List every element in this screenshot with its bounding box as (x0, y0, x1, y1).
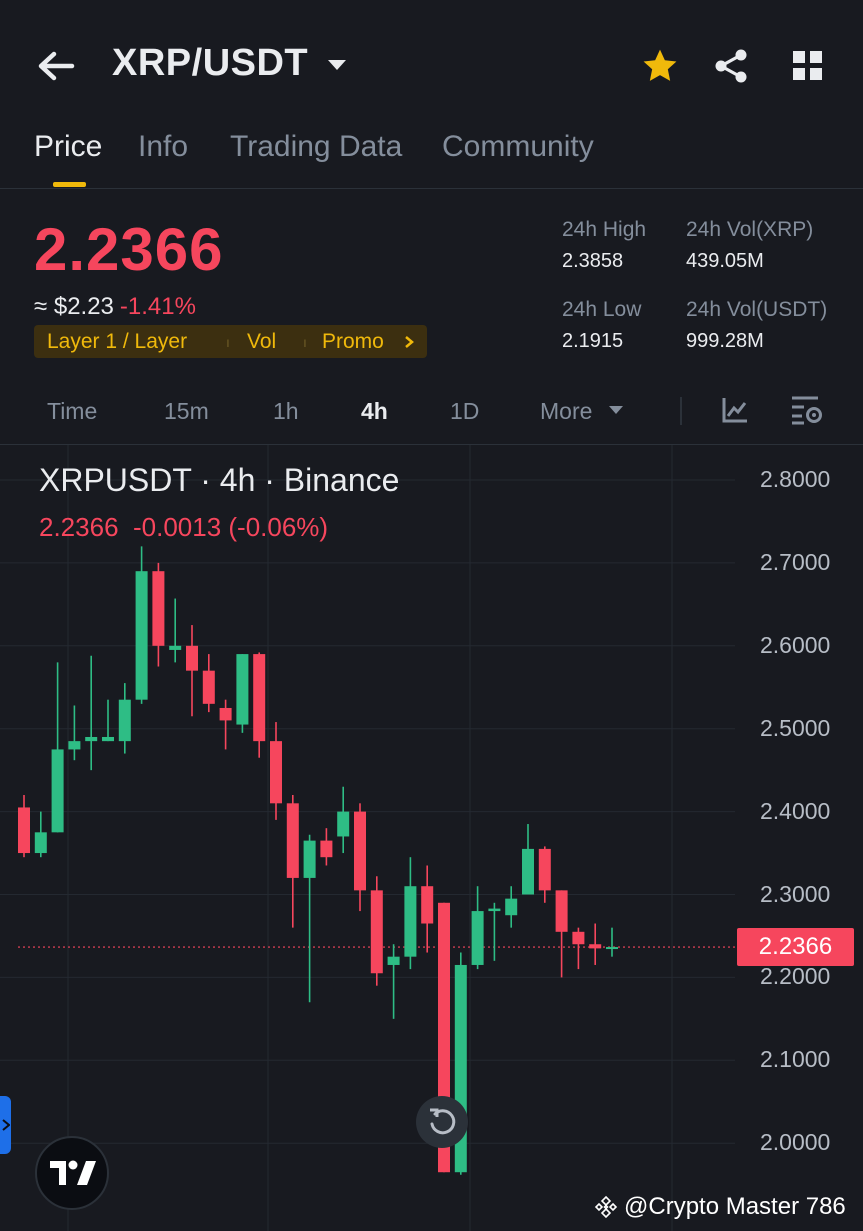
candle-body (488, 908, 501, 912)
y-axis-tick-label: 2.0000 (760, 1129, 831, 1156)
y-axis-tick-label: 2.2000 (760, 963, 831, 990)
stat-24h-vol-usdt-label: 24h Vol(USDT) (686, 298, 828, 321)
candle-body (169, 645, 182, 650)
stat-24h-vol-xrp-value: 439.05M (686, 250, 764, 272)
tab-info[interactable]: Info (138, 130, 189, 163)
interval-time[interactable]: Time (47, 398, 98, 424)
chart-ohlc-line: 2.2366 -0.0013 (-0.06%) (39, 512, 329, 542)
active-tab-indicator (53, 182, 86, 187)
pair-title[interactable]: XRP/USDT (112, 42, 309, 84)
candle-body (538, 848, 551, 891)
y-axis-tick-label: 2.8000 (760, 466, 831, 492)
binance-logo-icon (594, 1195, 618, 1219)
candlestick-chart[interactable] (0, 445, 863, 1231)
watermark-text: @Crypto Master 786 (624, 1193, 846, 1220)
interval-4h[interactable]: 4h (361, 398, 388, 424)
candle-body (354, 811, 366, 891)
current-price-tag: 2.2366 (737, 928, 854, 966)
reset-icon (430, 1108, 456, 1135)
approx-usd-price: ≈ $2.23 (34, 293, 114, 320)
candle-body (51, 749, 64, 833)
candle-body (387, 956, 400, 965)
interval-1h[interactable]: 1h (273, 398, 299, 424)
candle-body (370, 890, 383, 974)
stat-24h-high-label: 24h High (562, 218, 647, 241)
chart-top-divider (0, 444, 863, 445)
stat-24h-low-label: 24h Low (562, 298, 642, 321)
candle-body (471, 911, 484, 965)
chart-settings-icon[interactable] (790, 394, 824, 426)
tag-separator: ı (303, 334, 307, 350)
stat-24h-high-value: 2.3858 (562, 250, 624, 272)
tab-trading-data[interactable]: Trading Data (230, 130, 403, 163)
candle-body (505, 898, 518, 916)
candle-body (337, 811, 350, 837)
y-axis-tick-label: 2.7000 (760, 548, 831, 575)
chevron-right-icon[interactable] (2, 1118, 10, 1132)
last-price: 2.2366 (34, 216, 224, 283)
candle-body (34, 832, 47, 854)
y-axis-tick-label: 2.6000 (760, 631, 831, 658)
candle-body (286, 803, 299, 878)
candle-body (236, 654, 249, 725)
grid-icon[interactable] (792, 50, 824, 82)
candle-body (18, 807, 30, 854)
interval-divider (680, 397, 682, 425)
stat-24h-low-value: 2.1915 (562, 330, 624, 352)
candle-body (202, 670, 215, 704)
candle-body (572, 931, 585, 945)
candle-body (219, 707, 232, 721)
tag-bar[interactable]: Layer 1 / Layer ı Vol ı Promo (34, 325, 427, 358)
candle-body (303, 840, 316, 878)
y-axis-tick-label: 2.5000 (760, 714, 831, 741)
star-icon[interactable] (641, 48, 679, 84)
candle-body (522, 848, 534, 895)
candle-body (320, 840, 333, 858)
stat-24h-vol-usdt-value: 999.28M (686, 330, 764, 352)
tab-community[interactable]: Community (442, 130, 594, 163)
candle-body (85, 736, 98, 742)
arrow-left-icon[interactable] (36, 50, 76, 82)
tag-promo[interactable]: Promo (322, 330, 384, 353)
candle-body (404, 886, 417, 957)
share-icon[interactable] (713, 48, 749, 84)
candle-body (186, 645, 198, 671)
interval-more[interactable]: More (540, 398, 593, 424)
tradingview-logo-icon (50, 1160, 96, 1185)
candle-body (589, 944, 602, 949)
candle-body (606, 947, 618, 950)
tabs-divider (0, 188, 863, 189)
tradingview-logo (35, 1136, 109, 1210)
tag-layer[interactable]: Layer 1 / Layer (47, 330, 188, 353)
candle-body (555, 890, 568, 932)
y-axis-tick-label: 2.3000 (760, 880, 831, 907)
side-panel-handle[interactable] (0, 1096, 11, 1154)
candle-body (68, 741, 81, 750)
chart-title: XRPUSDT · 4h · Binance (39, 462, 400, 498)
indicator-chart-icon[interactable] (721, 396, 749, 424)
y-axis-tick-label: 2.1000 (760, 1046, 831, 1073)
y-axis-tick-label: 2.4000 (760, 797, 831, 824)
tag-separator: ı (226, 334, 230, 350)
candle-body (118, 699, 131, 742)
reset-chart-button[interactable] (416, 1096, 468, 1148)
usd-price-line: ≈ $2.23 -1.41% (34, 293, 196, 321)
price-change-percent: -1.41% (119, 293, 196, 320)
caret-down-icon[interactable] (326, 58, 348, 72)
stat-24h-vol-xrp-label: 24h Vol(XRP) (686, 218, 814, 241)
candle-body (152, 571, 165, 646)
candle-body (253, 654, 266, 742)
tag-vol[interactable]: Vol (247, 330, 277, 353)
caret-down-icon[interactable] (608, 405, 624, 415)
candle-body (421, 886, 434, 924)
tab-price[interactable]: Price (34, 130, 103, 163)
candle-body (270, 741, 282, 804)
interval-1d[interactable]: 1D (450, 398, 480, 424)
candle-body (102, 736, 114, 742)
chevron-right-icon[interactable] (404, 335, 414, 349)
interval-15m[interactable]: 15m (164, 398, 209, 424)
candle-body (135, 571, 148, 700)
watermark: @Crypto Master 786 (594, 1193, 846, 1221)
